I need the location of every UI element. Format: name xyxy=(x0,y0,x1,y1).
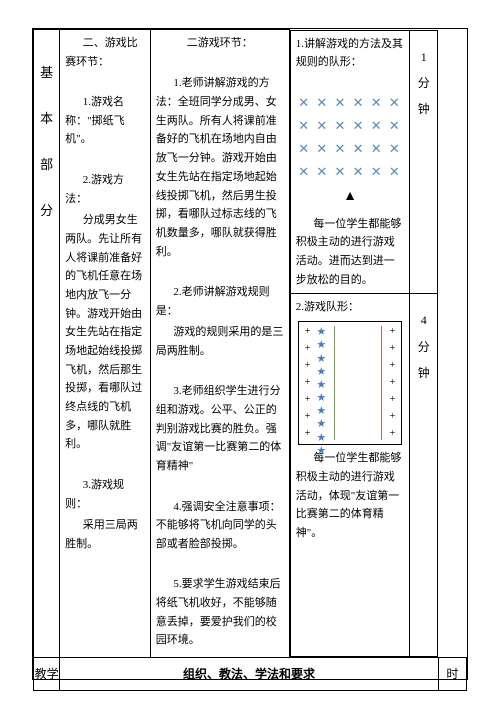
game-method-text: 分成男女生两队。先让所有人将课前准备好的飞机任意在场地内放飞一分钟。游戏开始由女… xyxy=(65,211,145,454)
label-char: 基 xyxy=(39,62,54,84)
formation-title: 1.讲解游戏的方法及其规则的队形： xyxy=(296,35,405,72)
plus-icon: + xyxy=(305,428,311,440)
plus-icon: + xyxy=(305,326,311,338)
red-line xyxy=(381,326,382,440)
star-icon: ★ xyxy=(316,353,326,366)
label-char: 部 xyxy=(39,154,54,176)
organization-column: 1.讲解游戏的方法及其规则的队形： ✕ ✕ ✕ ✕ ✕ ✕ ✕ ✕ ✕ ✕ ✕ … xyxy=(289,30,438,658)
footer-time-label: 时 xyxy=(438,658,466,691)
star-icon: ★ xyxy=(316,339,326,352)
time-unit: 分 xyxy=(415,337,432,357)
footer-title: 组织、教法、学法和要求 xyxy=(60,658,439,691)
teaching-column: 二游戏环节： 1.老师讲解游戏的方法：全班同学分成男、女生两队。所有人将课前准备… xyxy=(150,30,289,658)
student-row: ✕ ✕ ✕ ✕ ✕ ✕ xyxy=(296,115,405,137)
teach-p5: 4.强调安全注意事项：不能够将飞机向同学的头部或者脸部投掷。 xyxy=(156,498,284,554)
game-formation-diagram: + + + + + + + ★★★★★★★★★★ + + + + + + + xyxy=(298,321,403,445)
section-title: 二游戏环节： xyxy=(156,34,284,53)
plus-icon: + xyxy=(305,377,311,389)
time-number: 1 xyxy=(415,47,432,67)
time-unit: 分 xyxy=(415,73,432,93)
time-unit: 钟 xyxy=(415,99,432,119)
plus-icon: + xyxy=(390,377,396,389)
game-name: 1.游戏名称："掷纸飞机"。 xyxy=(65,93,145,149)
plus-icon: + xyxy=(305,411,311,423)
teacher-icon: ▲ xyxy=(296,185,405,209)
game-heading: 二、游戏比赛环节： xyxy=(65,34,145,71)
footer-label: 教学 xyxy=(34,658,60,691)
star-icon: ★ xyxy=(316,392,326,405)
time-unit: 钟 xyxy=(415,363,432,383)
section-label: 基 本 部 分 xyxy=(34,30,60,658)
teach-p3: 游戏的规则采用的是三局两胜制。 xyxy=(156,323,284,360)
time-cell-2: 4 分 钟 xyxy=(410,294,438,657)
plus-icon: + xyxy=(305,394,311,406)
game-rules-label: 3.游戏规则： xyxy=(65,476,145,513)
star-icon: ★ xyxy=(316,379,326,392)
plus-column: + + + + + + + xyxy=(305,326,311,440)
plus-icon: + xyxy=(390,326,396,338)
plus-icon: + xyxy=(390,343,396,355)
star-icon: ★ xyxy=(316,445,326,458)
plus-column-right: + + + + + + + xyxy=(390,326,396,440)
star-column: ★★★★★★★★★★ xyxy=(316,326,326,440)
student-row: ✕ ✕ ✕ ✕ ✕ ✕ xyxy=(296,138,405,160)
formation-2-note: 每一位学生都能够积极主动的进行游戏活动，体现"友谊第一比赛第二的体育精神"。 xyxy=(296,449,405,542)
game-method-label: 2.游戏方法： xyxy=(65,171,145,208)
plus-icon: + xyxy=(305,360,311,372)
formation-2-cell: 2.游戏队形： +++++++ ★★★★★★★★★★ xyxy=(290,294,410,657)
formation-1-cell: 1.讲解游戏的方法及其规则的队形： ✕ ✕ ✕ ✕ ✕ ✕ ✕ ✕ ✕ ✕ ✕ … xyxy=(290,30,410,294)
formation-note: 每一位学生都能够积极主动的进行游戏活动。进而达到进一步放松的目的。 xyxy=(296,215,405,290)
star-icon: ★ xyxy=(316,326,326,339)
star-icon: ★ xyxy=(316,432,326,445)
star-icon: ★ xyxy=(316,405,326,418)
plus-icon: + xyxy=(390,428,396,440)
lesson-plan-table: 基 本 部 分 二、游戏比赛环节： 1.游戏名称："掷纸飞机"。 2.游戏方法：… xyxy=(32,28,468,680)
teach-p6: 5.要求学生游戏结束后将纸飞机收好，不能够随意丢掉，要爱护我们的校园环境。 xyxy=(156,575,284,650)
star-icon: ★ xyxy=(316,418,326,431)
teach-p4: 3.老师组织学生进行分组和游戏。公平、公正的判别游戏比赛的胜负。强调"友谊第一比… xyxy=(156,382,284,475)
label-char: 本 xyxy=(39,108,54,130)
green-line xyxy=(334,326,335,440)
student-row: ✕ ✕ ✕ ✕ ✕ ✕ xyxy=(296,92,405,114)
label-char: 分 xyxy=(39,200,54,222)
teach-p1: 1.老师讲解游戏的方法：全班同学分成男、女生两队。所有人将课前准备好的飞机在场地… xyxy=(156,74,284,261)
student-row: ✕ ✕ ✕ ✕ ✕ ✕ xyxy=(296,161,405,183)
game-rules-text: 采用三局两胜制。 xyxy=(65,516,145,553)
plus-icon: + xyxy=(305,343,311,355)
activity-column: 二、游戏比赛环节： 1.游戏名称："掷纸飞机"。 2.游戏方法： 分成男女生两队… xyxy=(60,30,151,658)
time-cell-1: 1 分 钟 xyxy=(410,30,438,294)
time-number: 4 xyxy=(415,310,432,330)
formation-2-title: 2.游戏队形： xyxy=(296,298,405,317)
plus-icon: + xyxy=(390,360,396,372)
plus-icon: + xyxy=(390,411,396,423)
star-icon: ★ xyxy=(316,366,326,379)
plus-icon: + xyxy=(390,394,396,406)
teach-p2: 2.老师讲解游戏规则是： xyxy=(156,283,284,320)
